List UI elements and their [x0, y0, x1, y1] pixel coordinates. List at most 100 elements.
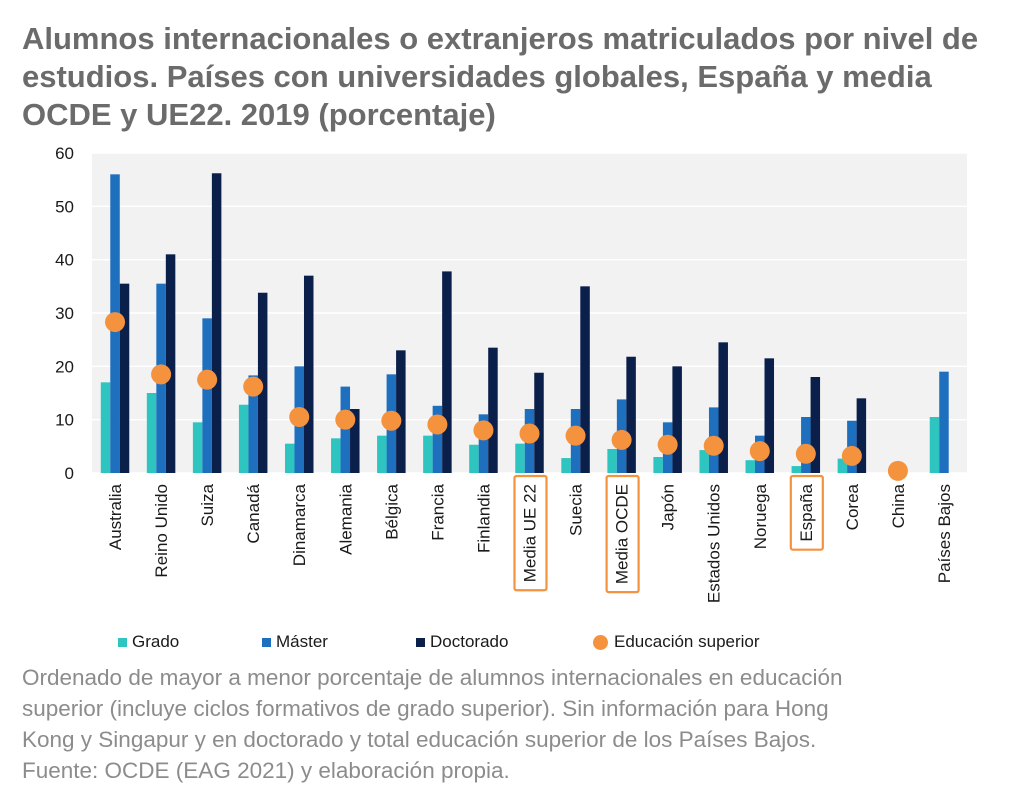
bar-doctorado-noruega — [764, 358, 775, 473]
y-axis-ticks: 0 10 20 30 40 50 60 — [55, 144, 74, 483]
bar-doctorado-corea — [856, 398, 867, 473]
footnote: Ordenado de mayor a menor porcentaje de … — [22, 662, 982, 786]
bar-grado-suiza — [192, 422, 203, 473]
bar-doctorado-finlandia — [488, 347, 498, 473]
bar-grado-suecia — [561, 458, 571, 473]
bar-master-paises-bajos — [939, 371, 949, 473]
bar-grado-belgica — [377, 435, 387, 473]
x-tick-label-noruega: Noruega — [751, 483, 770, 549]
point-educacion-superior-australia — [105, 312, 126, 333]
bar-grado-espana — [791, 466, 802, 473]
x-tick-label-media-ocde: Media OCDE — [613, 484, 632, 584]
bar-master-francia — [432, 405, 443, 473]
point-educacion-superior-china — [887, 460, 908, 481]
bar-grado-estados-unidos — [699, 450, 709, 473]
legend-label-grado: Grado — [132, 632, 180, 651]
bar-grado-paises-bajos — [929, 417, 940, 473]
point-educacion-superior-noruega — [749, 441, 770, 462]
y-tick-label-40: 40 — [55, 251, 74, 270]
bar-grado-japon — [653, 457, 663, 473]
x-tick-label-paises-bajos: Países Bajos — [935, 484, 954, 583]
x-tick-label-china: China — [889, 483, 908, 528]
chart-title: Alumnos internacionales o extranjeros ma… — [22, 21, 979, 132]
x-tick-label-finlandia: Finlandia — [474, 483, 493, 553]
bar-master-canada — [248, 375, 258, 473]
legend-swatch-educacion-superior — [593, 634, 608, 650]
x-tick-label-estados-unidos: Estados Unidos — [705, 484, 724, 603]
highlight-boxes — [513, 474, 824, 594]
point-educacion-superior-belgica — [381, 410, 402, 431]
bar-doctorado-australia — [119, 283, 130, 473]
x-tick-label-suiza: Suiza — [198, 483, 217, 526]
point-educacion-superior-corea — [841, 445, 862, 466]
bar-grado-dinamarca — [284, 443, 295, 473]
highlight-box-media-ue-22 — [513, 474, 548, 592]
legend-swatch-grado — [118, 637, 127, 647]
bar-chart: 0 10 20 30 40 50 60 Australia Reino Unido Suiza C… — [55, 144, 967, 603]
legend-item-master: Máster — [262, 632, 328, 652]
bar-grado-alemania — [331, 438, 341, 473]
bar-doctorado-espana — [810, 377, 821, 473]
bar-grado-corea — [837, 458, 848, 473]
point-educacion-superior-canada — [243, 376, 264, 397]
bar-doctorado-media-ocde — [626, 356, 636, 473]
x-tick-label-media-ue-22: Media UE 22 — [521, 484, 540, 582]
x-tick-label-belgica: Bélgica — [382, 483, 401, 539]
point-educacion-superior-reino-unido — [151, 364, 172, 385]
bar-doctorado-belgica — [396, 350, 406, 473]
points — [105, 312, 908, 481]
point-educacion-superior-dinamarca — [289, 407, 310, 427]
bar-doctorado-alemania — [350, 409, 360, 473]
x-tick-label-corea: Corea — [843, 483, 862, 530]
point-educacion-superior-media-ue-22 — [519, 423, 540, 444]
point-educacion-superior-suecia — [565, 425, 586, 446]
y-tick-label-0: 0 — [65, 464, 74, 483]
footnote-line-1: Ordenado de mayor a menor porcentaje de … — [22, 665, 843, 690]
x-tick-label-alemania: Alemania — [336, 483, 355, 554]
legend-swatch-doctorado — [416, 637, 425, 647]
highlight-box-espana — [789, 474, 824, 551]
x-tick-label-suecia: Suecia — [567, 483, 586, 536]
footnote-line-3: Kong y Singapur y en doctorado y total e… — [22, 727, 817, 752]
x-tick-label-francia: Francia — [428, 483, 447, 540]
bar-grado-finlandia — [469, 444, 479, 473]
legend-label-doctorado: Doctorado — [430, 632, 509, 651]
bar-grado-australia — [100, 382, 111, 473]
x-tick-label-reino-unido: Reino Unido — [152, 484, 171, 578]
bar-master-alemania — [340, 386, 351, 473]
point-educacion-superior-espana — [795, 443, 816, 464]
x-tick-label-australia: Australia — [106, 483, 125, 550]
legend-item-grado: Grado — [118, 632, 179, 652]
point-educacion-superior-alemania — [335, 409, 356, 430]
x-tick-label-espana: España — [797, 483, 816, 541]
point-educacion-superior-finlandia — [473, 420, 494, 441]
y-tick-label-30: 30 — [55, 304, 74, 323]
bar-doctorado-suiza — [211, 173, 222, 473]
y-tick-label-50: 50 — [55, 197, 74, 216]
bar-doctorado-media-ue-22 — [534, 372, 544, 473]
footnote-line-4: Fuente: OCDE (EAG 2021) y elaboración pr… — [22, 758, 510, 783]
x-axis-labels: Australia Reino Unido Suiza Canadá Dinamarca… — [106, 483, 954, 603]
legend-item-doctorado: Doctorado — [416, 632, 508, 652]
point-educacion-superior-suiza — [197, 369, 218, 390]
x-tick-label-canada: Canadá — [244, 483, 263, 543]
bar-doctorado-suecia — [580, 286, 590, 473]
point-educacion-superior-japon — [657, 434, 678, 455]
bar-doctorado-reino-unido — [165, 254, 176, 473]
bar-master-suiza — [202, 318, 212, 473]
legend-label-master: Máster — [276, 632, 328, 651]
x-tick-label-japon: Japón — [659, 484, 678, 530]
bar-doctorado-japon — [672, 366, 682, 473]
bar-grado-media-ocde — [607, 449, 617, 473]
bar-grado-reino-unido — [146, 393, 157, 473]
bar-doctorado-canada — [257, 292, 268, 473]
highlight-box-media-ocde — [605, 474, 640, 594]
legend-item-educacion-superior: Educación superior — [593, 632, 760, 652]
footnote-line-2: superior (incluye ciclos formativos de g… — [22, 696, 829, 721]
legend-swatch-master — [262, 637, 271, 647]
bar-master-finlandia — [478, 414, 489, 473]
bar-grado-noruega — [745, 460, 756, 473]
bar-grado-francia — [423, 435, 433, 473]
bar-grado-canada — [238, 404, 249, 473]
point-educacion-superior-francia — [427, 414, 448, 435]
